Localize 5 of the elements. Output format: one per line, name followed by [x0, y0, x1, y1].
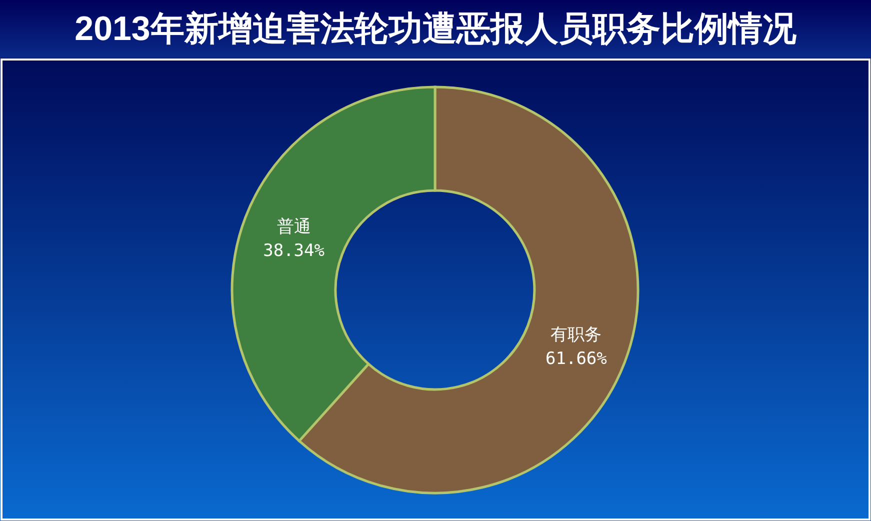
slice-label: 普通 — [276, 216, 311, 237]
chart-title: 2013年新增迫害法轮功遭恶报人员职务比例情况 — [74, 10, 798, 48]
data-label: 38.34% — [263, 240, 325, 261]
slice-label: 有职务 — [550, 325, 602, 346]
data-label: 61.66% — [545, 349, 607, 370]
